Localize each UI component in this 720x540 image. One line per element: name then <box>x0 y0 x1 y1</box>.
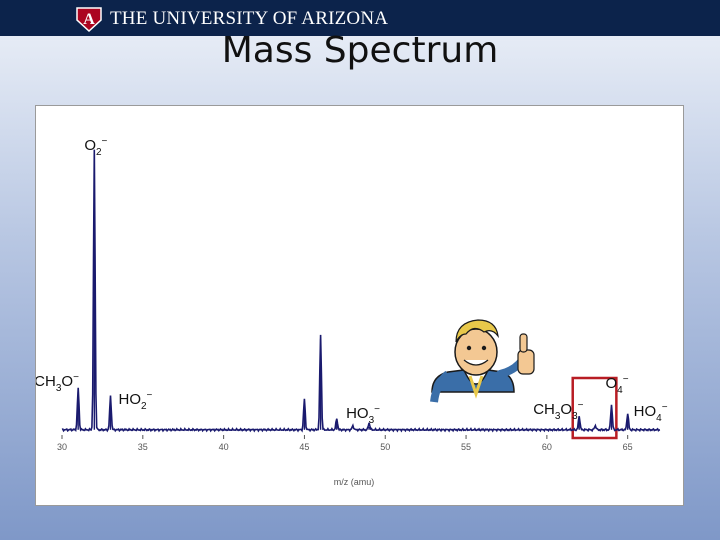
university-logo: A <box>76 7 102 32</box>
ion-label-O4: O4− <box>606 374 629 396</box>
ion-label-HO2: HO2− <box>118 390 152 412</box>
ion-label-HO4: HO4− <box>634 402 668 424</box>
x-axis-title: m/z (amu) <box>334 477 375 487</box>
x-tick-label-55: 55 <box>461 442 471 452</box>
mascot-vault-boy <box>430 319 535 403</box>
x-tick-label-40: 40 <box>219 442 229 452</box>
ion-label-CH3O3: CH3O3− <box>533 400 583 422</box>
slide-title: Mass Spectrum <box>221 30 499 71</box>
chart-panel: 30 35 40 45 50 55 60 65 CH3O− O2− HO2− HO3− CH3O3− O… <box>35 105 684 506</box>
logo-letter: A <box>83 11 95 28</box>
highlight-box <box>571 376 618 440</box>
x-tick-label-35: 35 <box>138 442 148 452</box>
ion-label-HO3: HO3− <box>346 404 380 426</box>
x-tick-label-65: 65 <box>623 442 633 452</box>
x-tick-label-50: 50 <box>380 442 390 452</box>
university-name: THE UNIVERSITY OF ARIZONA <box>110 8 389 29</box>
ion-label-CH3O: CH3O− <box>36 372 79 394</box>
ion-label-O2: O2− <box>84 136 107 158</box>
spectrum-trace <box>61 149 661 433</box>
x-tick-label-30: 30 <box>57 442 67 452</box>
x-tick-label-45: 45 <box>299 442 309 452</box>
university-header-bar: A THE UNIVERSITY OF ARIZONA <box>0 0 720 36</box>
x-tick-label-60: 60 <box>542 442 552 452</box>
mass-spectrum-chart: 30 35 40 45 50 55 60 65 CH3O− O2− HO2− HO3− CH3O3− O… <box>36 136 668 487</box>
